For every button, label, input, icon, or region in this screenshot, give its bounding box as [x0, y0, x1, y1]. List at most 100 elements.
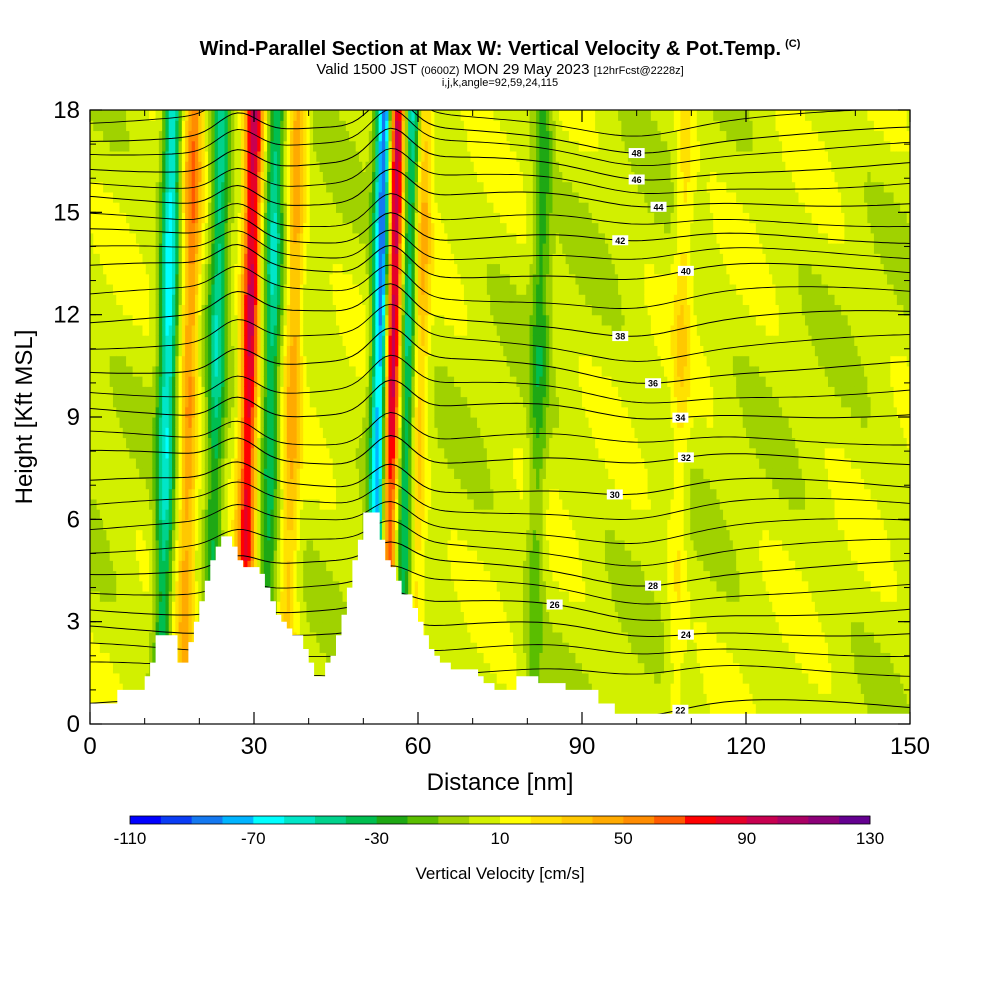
velocity-cell — [145, 386, 150, 398]
velocity-cell — [96, 468, 101, 479]
velocity-cell — [132, 672, 137, 684]
velocity-cell — [119, 662, 124, 674]
velocity-cell — [122, 335, 127, 346]
velocity-cell — [152, 181, 157, 193]
velocity-cell — [90, 243, 94, 254]
velocity-cell — [152, 130, 157, 142]
velocity-cell — [116, 150, 121, 162]
velocity-cell — [90, 294, 94, 306]
velocity-cell — [119, 539, 124, 551]
velocity-cell — [90, 437, 94, 449]
velocity-cell — [96, 202, 101, 213]
velocity-cell — [139, 365, 144, 377]
velocity-cell — [132, 601, 137, 613]
velocity-cell — [109, 621, 114, 633]
velocity-cell — [106, 191, 111, 203]
velocity-cell — [96, 529, 101, 541]
velocity-cell — [122, 662, 127, 674]
velocity-cell — [119, 150, 124, 162]
velocity-cell — [109, 417, 114, 428]
velocity-cell — [122, 171, 127, 183]
velocity-cell — [126, 386, 130, 398]
velocity-cell — [119, 273, 124, 285]
velocity-cell — [122, 580, 127, 592]
velocity-cell — [145, 488, 150, 500]
velocity-cell — [90, 345, 94, 357]
velocity-cell — [152, 202, 157, 213]
velocity-cell — [129, 570, 134, 582]
velocity-cell — [129, 171, 134, 183]
velocity-cell — [122, 570, 127, 582]
velocity-cell — [152, 652, 157, 664]
velocity-cell — [119, 560, 124, 572]
velocity-cell — [96, 365, 101, 377]
velocity-cell — [116, 171, 121, 183]
velocity-cell — [142, 539, 147, 551]
velocity-cell — [139, 304, 144, 316]
velocity-cell — [126, 365, 130, 377]
velocity-cell — [99, 570, 104, 582]
velocity-cell — [119, 222, 124, 234]
velocity-cell — [135, 171, 140, 183]
velocity-cell — [96, 171, 101, 183]
velocity-cell — [96, 212, 101, 224]
velocity-cell — [145, 376, 150, 387]
velocity-cell — [152, 140, 157, 152]
velocity-cell — [90, 283, 94, 295]
velocity-cell — [149, 437, 153, 449]
velocity-cell — [103, 324, 107, 336]
velocity-cell — [119, 232, 124, 244]
velocity-cell — [139, 539, 144, 551]
velocity-cell — [152, 396, 157, 408]
velocity-cell — [145, 447, 150, 459]
velocity-cell — [135, 324, 140, 336]
velocity-cell — [135, 427, 140, 439]
velocity-cell — [90, 693, 94, 705]
velocity-cell — [112, 181, 117, 193]
velocity-cell — [90, 130, 94, 142]
velocity-cell — [145, 232, 150, 244]
velocity-cell — [129, 488, 134, 500]
velocity-cell — [149, 488, 153, 500]
velocity-cell — [112, 652, 117, 664]
velocity-cell — [149, 406, 153, 418]
velocity-cell — [106, 601, 111, 613]
velocity-cell — [152, 590, 157, 602]
velocity-cell — [93, 621, 98, 633]
velocity-cell — [119, 212, 124, 224]
velocity-cell — [109, 386, 114, 398]
velocity-cell — [142, 294, 147, 306]
velocity-cell — [149, 631, 153, 643]
velocity-cell — [93, 406, 98, 418]
velocity-cell — [122, 161, 127, 172]
velocity-cell — [149, 539, 153, 551]
velocity-cell — [139, 396, 144, 408]
velocity-cell — [139, 601, 144, 613]
velocity-cell — [106, 345, 111, 357]
velocity-cell — [122, 417, 127, 428]
velocity-cell — [119, 406, 124, 418]
velocity-cell — [152, 365, 157, 377]
velocity-cell — [152, 324, 157, 336]
velocity-cell — [152, 222, 157, 234]
velocity-cell — [106, 110, 111, 121]
velocity-cell — [109, 550, 114, 561]
velocity-cell — [135, 243, 140, 254]
velocity-cell — [119, 263, 124, 275]
velocity-cell — [99, 222, 104, 234]
velocity-cell — [103, 376, 107, 387]
velocity-cell — [129, 642, 134, 653]
velocity-cell — [142, 222, 147, 234]
velocity-cell — [132, 396, 137, 408]
velocity-cell — [135, 365, 140, 377]
velocity-cell — [152, 529, 157, 541]
velocity-cell — [116, 120, 121, 132]
velocity-cell — [116, 140, 121, 152]
velocity-cell — [103, 457, 107, 469]
velocity-cell — [135, 314, 140, 326]
velocity-cell — [135, 386, 140, 398]
velocity-cell — [106, 539, 111, 551]
velocity-cell — [109, 611, 114, 623]
velocity-cell — [145, 550, 150, 561]
